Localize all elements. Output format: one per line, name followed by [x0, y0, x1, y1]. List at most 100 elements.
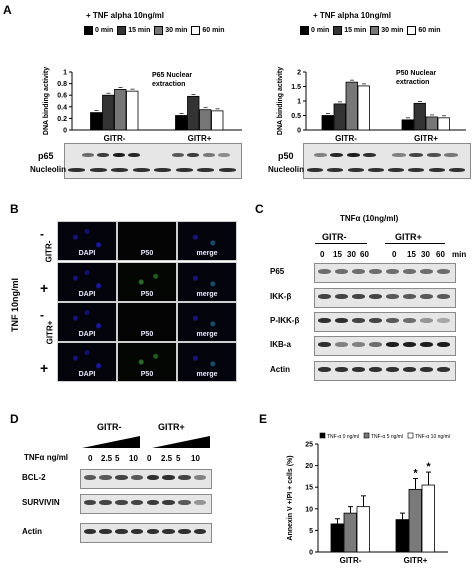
blot-strip [314, 336, 456, 356]
y-tick-label: 2 [297, 70, 301, 77]
legend-60min: 60 min [191, 26, 225, 35]
blot-strip [314, 312, 456, 332]
band [334, 367, 349, 372]
y-tick-label: 0 [297, 128, 301, 135]
band [419, 269, 434, 274]
band-nucleolin [218, 168, 236, 172]
band-p50 [409, 153, 424, 157]
chart-a-left-annotation: P65 Nuclear extraction [152, 72, 193, 88]
row-group-label: GITR- [44, 240, 54, 263]
micrograph-label: DAPI [78, 291, 96, 298]
micrograph-label: DAPI [78, 371, 96, 378]
band [162, 475, 175, 480]
bar [437, 117, 450, 131]
bar [401, 119, 414, 131]
band [436, 318, 451, 323]
blot-a-left-label-nucleolin: Nucleolin [30, 165, 67, 174]
blot-strip [80, 523, 212, 543]
band-p65 [112, 153, 125, 157]
band [178, 500, 191, 505]
legend-swatch [407, 432, 414, 439]
band [402, 294, 417, 299]
band-p65 [128, 153, 141, 157]
y-tick-label: 25 [305, 442, 313, 449]
y-tick-label: 1 [63, 70, 67, 77]
band [193, 529, 207, 534]
blot-a-right-label-nucleolin: Nucleolin [268, 165, 305, 174]
band-p50 [426, 153, 441, 157]
micrograph-merge: merge [177, 342, 237, 382]
panel-b-side-label: TNF 10ng/ml [10, 277, 21, 333]
micrograph-label: merge [196, 250, 218, 257]
micrograph-label: P50 [140, 371, 154, 378]
chart-a-right-annotation: P50 Nuclear extraction [396, 70, 437, 86]
band [317, 367, 332, 372]
time-label: 60 [360, 250, 369, 259]
panel-label-b: B [10, 202, 19, 216]
x-tick-label: GITR- [335, 134, 357, 143]
micrograph-label: DAPI [78, 250, 96, 257]
band-p50 [330, 153, 344, 157]
dose-label: 0 [88, 454, 93, 463]
time-label: 30 [421, 250, 430, 259]
group-line [315, 243, 367, 244]
band [368, 367, 383, 372]
band-nucleolin [175, 168, 193, 172]
band-nucleolin [132, 168, 150, 172]
blot-label: P-IKK-β [270, 316, 300, 325]
band [419, 342, 434, 347]
band-p65 [97, 153, 110, 157]
band-p65 [202, 153, 215, 157]
band [178, 475, 191, 480]
y-axis-label: DNA binding activity [277, 67, 284, 135]
panel-a-right-legend: 0 min 15 min 30 min 60 min [300, 26, 441, 35]
band-nucleolin [197, 168, 215, 172]
blot-strip [314, 361, 456, 381]
bar [211, 110, 224, 131]
dose-wedges [82, 436, 210, 448]
band [334, 294, 349, 299]
band-nucleolin [448, 168, 465, 172]
y-tick-label: 0.6 [57, 93, 67, 100]
blot-label: IKB-a [270, 340, 291, 349]
micrograph-merge: merge [177, 302, 237, 342]
treatment-sign: + [40, 360, 49, 376]
band [178, 529, 191, 534]
y-tick-label: 0.5 [291, 113, 301, 120]
band [115, 529, 128, 534]
micrograph-merge: merge [177, 262, 237, 302]
y-tick-label: 0.2 [57, 116, 67, 123]
blot-strip [80, 494, 212, 514]
y-tick-label: 20 [305, 463, 313, 470]
band [317, 294, 332, 299]
time-label: 60 [436, 250, 445, 259]
band [402, 367, 417, 372]
band [115, 500, 128, 505]
time-label: 0 [392, 250, 397, 259]
legend-15min: 15 min [117, 26, 150, 35]
legend-60min: 60 min [407, 26, 441, 35]
blot-a-right [303, 143, 471, 179]
dose-label: 2.5 [101, 454, 113, 463]
band-nucleolin [347, 168, 364, 172]
band [402, 318, 417, 323]
legend-30min: 30 min [154, 26, 187, 35]
y-tick-label: 0.8 [57, 81, 67, 88]
bar [357, 85, 370, 131]
panel-c-unit: min [452, 250, 467, 259]
blot-a-right-label-p50: p50 [278, 151, 294, 161]
blot-label: BCL-2 [22, 473, 46, 482]
band [83, 475, 97, 480]
band [385, 318, 400, 323]
micrograph-label: P50 [140, 250, 154, 257]
blot-label: Actin [270, 365, 290, 374]
band-p50 [363, 153, 377, 157]
band [419, 367, 434, 372]
band [351, 294, 366, 299]
bar [126, 90, 139, 131]
band [99, 529, 112, 534]
band [130, 475, 144, 480]
bar [102, 94, 115, 131]
x-tick-label: GITR- [104, 134, 126, 143]
band [385, 294, 400, 299]
